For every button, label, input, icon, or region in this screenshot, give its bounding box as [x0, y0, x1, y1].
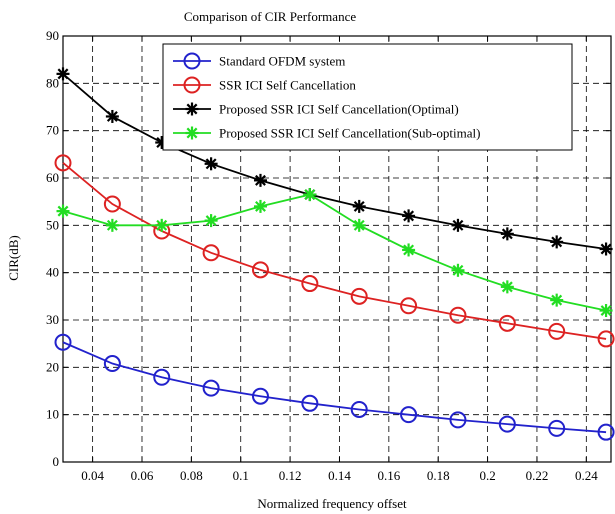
data-point [451, 218, 465, 232]
y-tick-label: 90 [46, 28, 59, 43]
series-line [62, 193, 607, 312]
legend-item: Proposed SSR ICI Self Cancellation(Optim… [173, 102, 459, 117]
data-point [253, 173, 267, 187]
data-point [253, 199, 267, 213]
series-4 [56, 188, 613, 318]
legend-marker [185, 102, 199, 116]
data-point [451, 263, 465, 277]
legend-label: Proposed SSR ICI Self Cancellation(Optim… [219, 102, 459, 117]
y-tick-label: 30 [46, 312, 59, 327]
data-point [548, 322, 566, 340]
data-point [400, 406, 418, 424]
data-point [498, 415, 516, 433]
data-point [303, 188, 317, 202]
data-point [548, 419, 566, 437]
legend-label: Standard OFDM system [219, 54, 345, 69]
data-point [400, 297, 418, 315]
data-point [54, 154, 72, 172]
legend-marker [185, 126, 199, 140]
legend: Standard OFDM system SSR ICI Self Cancell… [162, 43, 573, 151]
data-point [597, 330, 615, 348]
data-point [301, 275, 319, 293]
x-tick-label: 0.04 [81, 468, 104, 483]
series-2 [54, 154, 615, 348]
data-point [153, 368, 171, 386]
data-point [251, 387, 269, 405]
x-tick-label: 0.16 [377, 468, 400, 483]
x-tick-label: 0.06 [131, 468, 154, 483]
data-point [251, 261, 269, 279]
legend-label: Proposed SSR ICI Self Cancellation(Sub-o… [219, 126, 480, 141]
data-point [202, 379, 220, 397]
legend-marker [183, 52, 201, 70]
series-1 [54, 333, 615, 441]
legend-item: Proposed SSR ICI Self Cancellation(Sub-o… [173, 126, 480, 141]
y-axis-label: CIR(dB) [6, 235, 21, 281]
data-point [550, 235, 564, 249]
data-point [56, 204, 70, 218]
ticks: 0.04 0.06 0.08 0.1 0.12 0.14 0.16 0.18 0.2 0.22 0.… [46, 28, 611, 483]
data-point [599, 242, 613, 256]
plot-area: 0.04 0.06 0.08 0.1 0.12 0.14 0.16 0.18 0.2 0.22 0.… [46, 28, 615, 483]
y-tick-label: 20 [46, 359, 59, 374]
y-tick-label: 50 [46, 217, 59, 232]
data-point [500, 227, 514, 241]
data-point [449, 306, 467, 324]
x-tick-label: 0.18 [427, 468, 450, 483]
data-point [155, 218, 169, 232]
data-point [402, 209, 416, 223]
y-tick-label: 10 [46, 407, 59, 422]
y-tick-label: 60 [46, 170, 59, 185]
data-point [103, 195, 121, 213]
y-tick-label: 70 [46, 123, 59, 138]
x-tick-label: 0.12 [279, 468, 302, 483]
data-point [204, 157, 218, 171]
data-point [352, 199, 366, 213]
legend-box [162, 43, 573, 151]
data-point [105, 109, 119, 123]
series-line [62, 73, 607, 250]
data-point [352, 218, 366, 232]
data-point [449, 411, 467, 429]
y-tick-label: 0 [53, 454, 60, 469]
data-point [402, 243, 416, 257]
x-tick-label: 0.1 [233, 468, 249, 483]
data-point [498, 314, 516, 332]
y-tick-label: 80 [46, 75, 59, 90]
x-tick-label: 0.2 [479, 468, 495, 483]
data-point [105, 218, 119, 232]
x-axis-label: Normalized frequency offset [257, 496, 407, 511]
data-point [103, 355, 121, 373]
data-point [350, 287, 368, 305]
data-point [597, 423, 615, 441]
y-tick-label: 40 [46, 265, 59, 280]
data-point [350, 400, 368, 418]
x-tick-label: 0.08 [180, 468, 203, 483]
legend-item: SSR ICI Self Cancellation [173, 76, 356, 94]
data-point [202, 244, 220, 262]
x-tick-label: 0.14 [328, 468, 351, 483]
x-tick-label: 0.22 [526, 468, 549, 483]
legend-marker [183, 76, 201, 94]
data-point [204, 214, 218, 228]
data-point [550, 293, 564, 307]
data-point [54, 333, 72, 351]
legend-item: Standard OFDM system [173, 52, 345, 70]
data-point [301, 394, 319, 412]
data-point [599, 304, 613, 318]
legend-label: SSR ICI Self Cancellation [219, 78, 356, 93]
data-point [500, 280, 514, 294]
series-group [54, 67, 615, 441]
chart-title: Comparison of CIR Performance [184, 9, 356, 24]
data-point [56, 67, 70, 81]
x-tick-label: 0.24 [575, 468, 598, 483]
